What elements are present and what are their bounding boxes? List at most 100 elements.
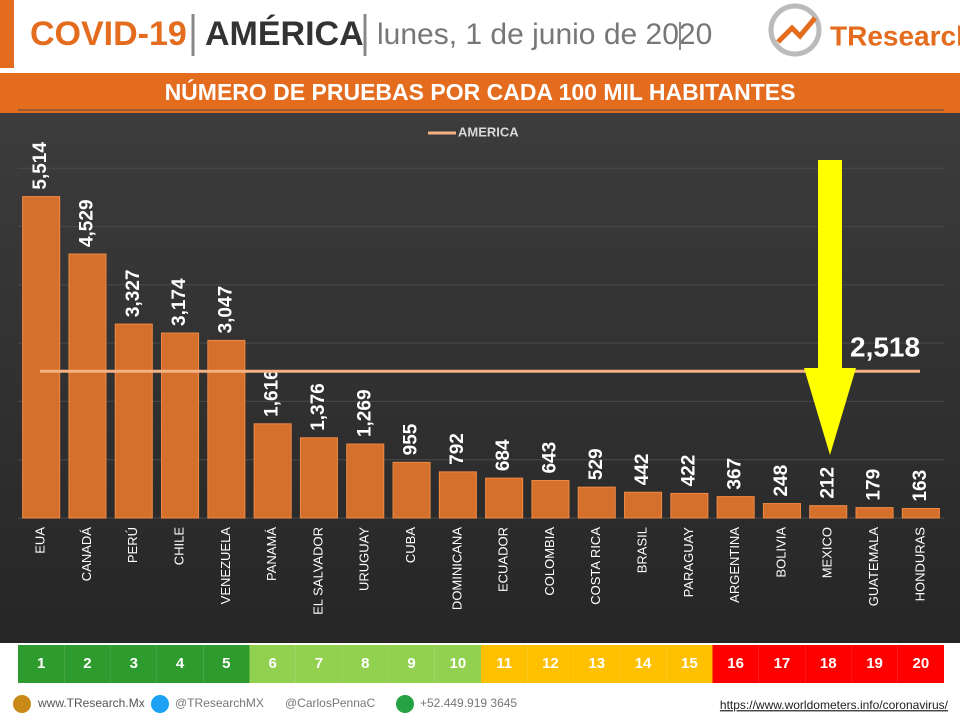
rank-cell: [527, 645, 574, 683]
rank-label: 20: [913, 655, 930, 672]
logo-ring: [768, 3, 822, 57]
rank-label: 18: [820, 655, 837, 672]
rank-cell: [434, 645, 481, 683]
web-icon: [13, 695, 31, 713]
value-label: 367: [725, 458, 746, 490]
rank-label: 1: [37, 655, 45, 672]
title-band: [0, 73, 960, 113]
value-label: 529: [586, 448, 607, 480]
bar: [253, 423, 292, 519]
logo-text: TResearch: [830, 20, 960, 51]
x-tick-label: EUA: [33, 527, 48, 554]
value-label: 442: [632, 454, 653, 486]
rank-label: 10: [450, 655, 467, 672]
rank-label: 17: [774, 655, 791, 672]
footer-source[interactable]: https://www.worldometers.info/coronaviru…: [720, 698, 949, 712]
logo-arrow: [776, 16, 817, 44]
header-accent: [0, 0, 14, 68]
rank-label: 3: [130, 655, 138, 672]
x-tick-label: PANAMÁ: [264, 527, 279, 581]
rank-cell: [619, 645, 667, 683]
region: AMÉRICA: [205, 15, 364, 53]
rank-cell: [851, 645, 898, 683]
x-tick-label: BRASIL: [634, 527, 649, 573]
rank-cell: [666, 645, 713, 683]
bar: [114, 323, 153, 519]
rank-label: 12: [542, 655, 559, 672]
x-tick-label: MEXICO: [820, 527, 835, 578]
rank-cell: [110, 645, 157, 683]
rank-cell: [388, 645, 435, 683]
value-label: 684: [493, 439, 514, 471]
bar: [670, 492, 709, 519]
value-label: 1,269: [354, 389, 375, 437]
value-label: 1,376: [308, 383, 329, 431]
value-label: 5,514: [30, 142, 51, 190]
footer-phone: +52.449.919 3645: [420, 696, 517, 710]
rank-label: 14: [635, 655, 652, 672]
legend-label: AMERICA: [458, 124, 519, 139]
x-tick-label: EL SALVADOR: [310, 527, 325, 615]
rank-label: 15: [681, 655, 698, 672]
value-label: 643: [539, 442, 560, 474]
twitter-icon: [151, 695, 169, 713]
value-label: 3,174: [169, 278, 190, 326]
x-tick-label: COLOMBIA: [542, 527, 557, 596]
value-label: 248: [771, 465, 792, 497]
value-label: 179: [864, 469, 885, 501]
x-tick-label: CANADÁ: [79, 527, 94, 582]
rank-label: 9: [407, 655, 415, 672]
bar: [485, 477, 524, 519]
value-label: 955: [401, 423, 422, 455]
value-label: 1,616: [262, 369, 283, 417]
topic: COVID-19: [30, 15, 187, 53]
bar: [438, 471, 477, 519]
rank-label: 16: [727, 655, 744, 672]
rank-cell: [897, 645, 944, 683]
rank-cell: [758, 645, 806, 683]
bar: [161, 332, 200, 519]
value-label: 422: [678, 455, 699, 487]
bar: [901, 507, 940, 519]
x-tick-label: PARAGUAY: [681, 527, 696, 598]
value-label: 792: [447, 433, 468, 465]
bar: [68, 253, 107, 519]
footer-twitter: @TResearchMX: [175, 696, 264, 710]
value-label: 163: [910, 470, 931, 502]
x-tick-label: ECUADOR: [496, 527, 511, 592]
rank-cell: [295, 645, 343, 683]
rank-label: 19: [866, 655, 883, 672]
value-label: 4,529: [76, 199, 97, 247]
bar: [531, 480, 570, 519]
x-tick-label: ARGENTINA: [727, 527, 742, 603]
rank-cell: [249, 645, 296, 683]
bar: [22, 196, 61, 519]
x-tick-label: VENEZUELA: [218, 527, 233, 605]
bar: [716, 496, 755, 519]
x-tick-label: DOMINICANA: [449, 527, 464, 610]
bar: [299, 437, 338, 519]
bar: [809, 505, 848, 519]
rank-cell: [342, 645, 389, 683]
rank-cell: [712, 645, 759, 683]
x-tick-label: GUATEMALA: [866, 527, 881, 607]
rank-label: 4: [176, 655, 185, 672]
x-tick-label: PERÚ: [125, 527, 140, 563]
footer-personal: @CarlosPennaC: [285, 696, 376, 710]
x-tick-label: BOLIVIA: [773, 527, 788, 578]
footer-site: www.TResearch.Mx: [37, 696, 145, 710]
plot: 5,514 EUA 4,529 CANADÁ 3,327 PERÚ 3,174 CHILE 3,…: [18, 109, 944, 615]
x-tick-label: COSTA RICA: [588, 527, 603, 605]
rank-label: 2: [83, 655, 91, 672]
bar: [207, 339, 246, 519]
bar: [577, 486, 616, 519]
value-label: 3,047: [215, 286, 236, 334]
bar: [855, 507, 894, 519]
plot-background: [0, 113, 960, 643]
bar: [392, 461, 431, 519]
rank-cell: [156, 645, 204, 683]
rank-label: 11: [496, 655, 512, 672]
rank-label: 8: [361, 655, 369, 672]
date: lunes, 1 de junio de 2020: [377, 18, 712, 51]
